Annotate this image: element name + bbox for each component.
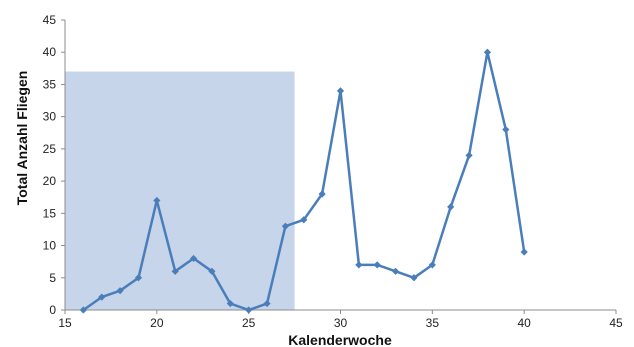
data-point bbox=[318, 190, 326, 198]
x-tick-label: 20 bbox=[150, 316, 164, 330]
data-point bbox=[428, 261, 436, 269]
data-point bbox=[373, 261, 381, 269]
shaded-region bbox=[65, 71, 295, 310]
data-point bbox=[79, 306, 87, 314]
y-tick-label: 5 bbox=[49, 271, 56, 285]
data-point bbox=[410, 274, 418, 282]
x-tick-label: 35 bbox=[426, 316, 440, 330]
data-point bbox=[502, 125, 510, 134]
data-point bbox=[447, 203, 455, 211]
shaded-region-layer bbox=[65, 71, 295, 310]
data-point bbox=[520, 248, 528, 256]
data-point bbox=[245, 306, 253, 314]
data-point bbox=[355, 261, 363, 269]
data-point bbox=[465, 151, 473, 159]
y-tick-label: 40 bbox=[43, 45, 57, 59]
data-point bbox=[208, 267, 216, 275]
ticks: 0 5 10 15 20 25 30 35 40 45 15 20 25 30 35 40 45 bbox=[43, 13, 623, 330]
data-point bbox=[263, 299, 271, 308]
y-tick-label: 15 bbox=[43, 206, 57, 220]
y-tick-label: 0 bbox=[49, 303, 56, 317]
data-point bbox=[336, 87, 345, 95]
y-tick-label: 25 bbox=[43, 142, 57, 156]
data-point bbox=[153, 196, 161, 205]
x-tick-label: 45 bbox=[609, 316, 623, 330]
y-tick-label: 10 bbox=[43, 239, 57, 253]
x-tick-label: 40 bbox=[517, 316, 531, 330]
y-tick-label: 20 bbox=[43, 174, 57, 188]
data-point bbox=[134, 274, 143, 282]
data-point bbox=[189, 254, 198, 263]
y-axis-title: Total Anzahl Fliegen bbox=[14, 71, 30, 206]
data-point bbox=[281, 222, 289, 230]
data-point bbox=[392, 267, 400, 275]
y-tick-label: 35 bbox=[43, 77, 57, 91]
y-tick-label: 45 bbox=[43, 13, 57, 27]
data-point bbox=[98, 293, 106, 301]
x-axis-title: Kalenderwoche bbox=[288, 332, 392, 347]
x-tick-label: 15 bbox=[58, 316, 72, 330]
data-point bbox=[171, 267, 179, 275]
data-point bbox=[300, 216, 308, 224]
x-tick-label: 25 bbox=[242, 316, 256, 330]
y-tick-label: 30 bbox=[43, 110, 57, 124]
data-point bbox=[483, 48, 492, 56]
series-layer bbox=[79, 48, 528, 314]
data-point bbox=[116, 287, 124, 295]
x-tick-label: 30 bbox=[334, 316, 348, 330]
data-point bbox=[226, 299, 234, 308]
